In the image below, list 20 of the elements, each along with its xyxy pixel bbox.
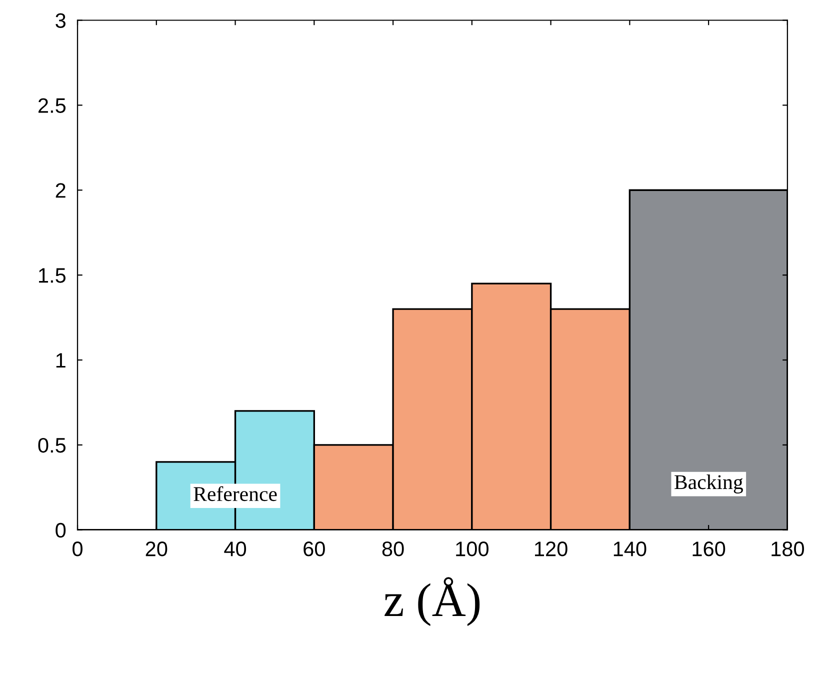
y-tick-label: 0.5 <box>38 438 66 453</box>
y-tick-label: 1 <box>56 353 66 368</box>
y-tick-label: 2 <box>56 183 66 198</box>
x-tick-label: 0 <box>72 542 82 556</box>
annotation: Backing <box>674 474 743 494</box>
y-tick-label: 0 <box>56 522 66 538</box>
x-tick-label: 20 <box>146 542 168 556</box>
y-tick-label: 1.5 <box>39 268 66 283</box>
x-tick-label: 120 <box>535 542 568 556</box>
x-tick-label: 160 <box>692 542 726 556</box>
x-tick-label: 80 <box>382 542 404 556</box>
x-tick-label: 100 <box>456 542 488 556</box>
x-tick-label: 60 <box>304 542 325 556</box>
x-tick-label: 180 <box>772 542 804 556</box>
y-tick-label: 2.5 <box>38 98 66 113</box>
x-tick-label: 140 <box>614 542 646 556</box>
x-axis-title: z (Å) <box>384 577 480 626</box>
annotation: Reference <box>194 486 277 502</box>
x-tick-label: 40 <box>224 542 246 556</box>
y-tick-label: 3 <box>56 13 66 28</box>
